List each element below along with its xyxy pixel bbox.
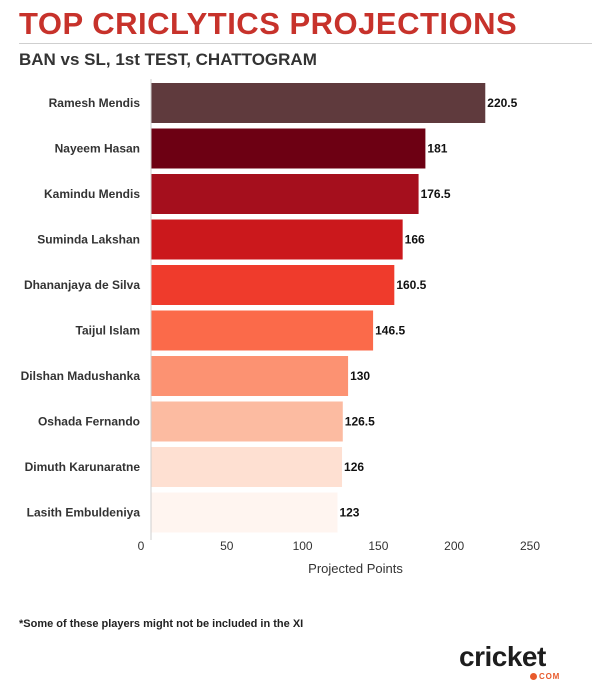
bar-1	[151, 83, 486, 123]
category-label: Nayeem Hasan	[55, 142, 140, 156]
x-tick-label: 50	[220, 539, 234, 553]
category-label: Oshada Fernando	[38, 415, 140, 429]
chart-title: TOP CRICLYTICS PROJECTIONS	[19, 6, 518, 41]
value-label: 126.5	[345, 415, 375, 429]
value-label: 176.5	[421, 187, 451, 201]
x-tick-label: 150	[368, 539, 388, 553]
bar-10	[151, 492, 338, 533]
category-label: Suminda Lakshan	[37, 233, 140, 247]
category-label: Lasith Embuldeniya	[27, 506, 141, 520]
bar-chart: Ramesh Mendis 220.5 Nayeem Hasan 181 Kamindu…	[21, 79, 540, 576]
x-tick-label: 250	[520, 539, 540, 553]
value-label: 130	[350, 369, 370, 383]
category-label: Dilshan Madushanka	[21, 369, 141, 383]
chart-subtitle: BAN vs SL, 1st TEST, CHATTOGRAM	[19, 50, 317, 69]
x-tick-label: 200	[444, 539, 464, 553]
category-label: Kamindu Mendis	[44, 187, 140, 201]
x-tick-label: 0	[138, 539, 145, 553]
x-axis-label: Projected Points	[308, 561, 403, 576]
bar-5	[151, 265, 395, 305]
bar-9	[151, 447, 343, 487]
logo-domain: COM	[539, 672, 561, 681]
bar-8	[151, 401, 343, 442]
bar-6	[151, 310, 374, 351]
footnote: *Some of these players might not be incl…	[19, 618, 304, 630]
value-label: 146.5	[375, 324, 405, 338]
category-label: Dhananjaya de Silva	[24, 278, 140, 292]
bar-7	[151, 356, 349, 396]
title-divider	[19, 43, 592, 44]
bar-2	[151, 128, 426, 169]
value-label: 160.5	[396, 278, 426, 292]
value-label: 123	[339, 506, 359, 520]
category-label: Ramesh Mendis	[49, 96, 141, 110]
value-label: 126	[344, 460, 364, 474]
value-label: 220.5	[487, 96, 517, 110]
category-label: Dimuth Karunaratne	[25, 460, 141, 474]
cricket-com-logo: cricket COM	[459, 641, 575, 683]
value-label: 166	[405, 233, 425, 247]
value-label: 181	[427, 142, 447, 156]
category-label: Taijul Islam	[76, 324, 140, 338]
x-tick-label: 100	[293, 539, 313, 553]
bar-3	[151, 174, 419, 214]
bar-4	[151, 219, 403, 260]
logo-wordmark: cricket	[459, 641, 546, 672]
logo-dot-icon	[530, 673, 537, 680]
